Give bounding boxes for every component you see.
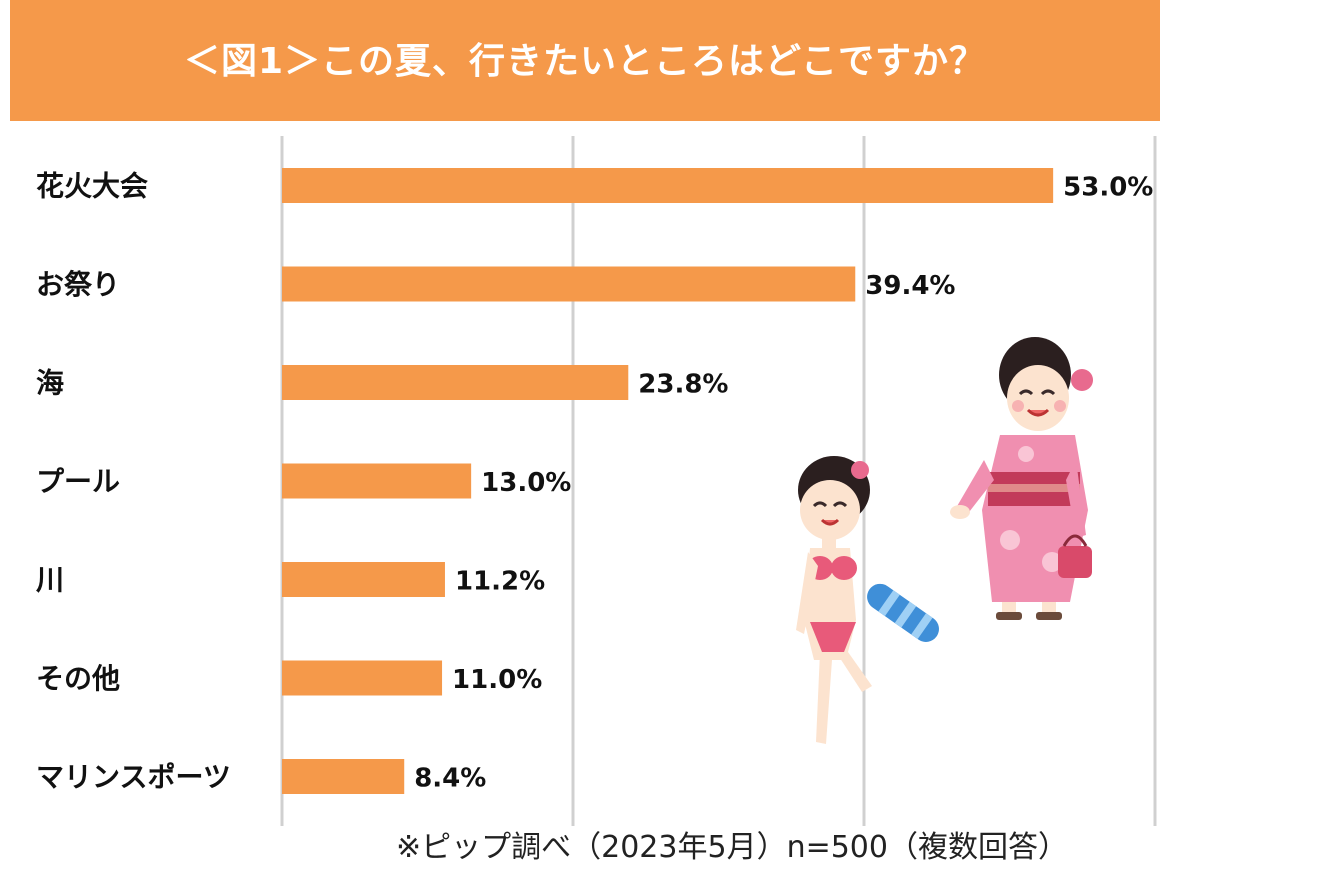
title-bar: ＜図1＞この夏、行きたいところはどこですか？ bbox=[10, 0, 1160, 121]
chart-title: ＜図1＞この夏、行きたいところはどこですか？ bbox=[184, 41, 986, 82]
bar bbox=[282, 660, 443, 696]
survey-note: ※ピップ調べ（2023年5月）n=500（複数回答） bbox=[396, 830, 1068, 865]
category-label: マリンスポーツ bbox=[36, 761, 231, 794]
value-label: 39.4% bbox=[865, 271, 955, 301]
yukata-woman-figure bbox=[950, 337, 1093, 620]
value-label: 11.2% bbox=[455, 567, 545, 597]
value-label: 11.0% bbox=[452, 665, 542, 695]
value-label: 53.0% bbox=[1063, 173, 1153, 203]
bar bbox=[282, 759, 405, 794]
bar bbox=[282, 168, 1054, 203]
category-label: その他 bbox=[36, 662, 120, 695]
value-label: 23.8% bbox=[638, 370, 728, 400]
swimsuit-girl-figure bbox=[796, 456, 939, 744]
summer-people-illustration bbox=[796, 337, 1093, 744]
category-label: 川 bbox=[36, 564, 64, 597]
value-label: 8.4% bbox=[414, 764, 486, 794]
category-label: 花火大会 bbox=[36, 170, 148, 203]
value-label: 13.0% bbox=[481, 468, 571, 498]
category-label: 海 bbox=[36, 367, 64, 400]
bar bbox=[282, 562, 445, 597]
bar bbox=[282, 266, 856, 302]
bar bbox=[282, 463, 472, 499]
bar bbox=[282, 365, 629, 400]
category-label: お祭り bbox=[36, 268, 120, 301]
category-label: プール bbox=[36, 465, 120, 498]
